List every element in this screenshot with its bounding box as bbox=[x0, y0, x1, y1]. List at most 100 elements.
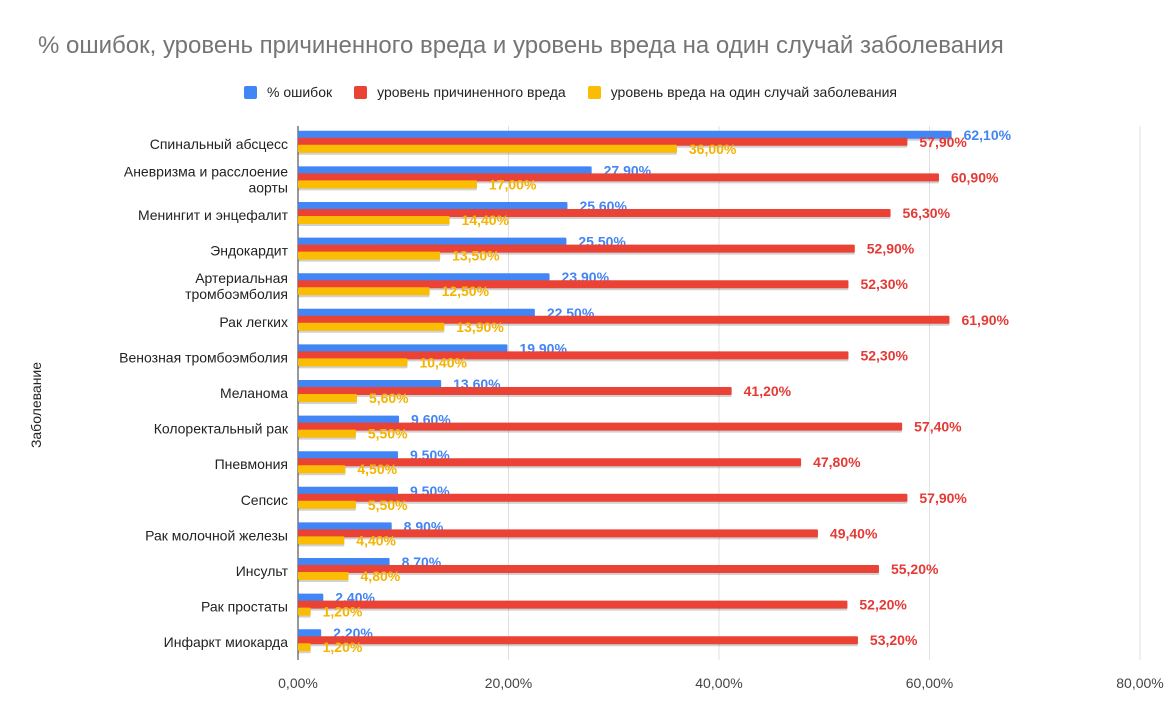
bar bbox=[298, 593, 324, 602]
data-label: 52,20% bbox=[859, 597, 907, 613]
category-label-line: Артериальная bbox=[195, 270, 288, 286]
category-label: Пневмония bbox=[215, 456, 288, 472]
category-label-line: Меланома bbox=[220, 385, 288, 401]
bar bbox=[298, 251, 441, 260]
bar bbox=[298, 344, 508, 353]
legend-item-errors: % ошибок bbox=[244, 84, 332, 100]
data-label: 60,90% bbox=[951, 169, 999, 185]
category-label-line: Рак простаты bbox=[201, 599, 288, 615]
data-label: 57,40% bbox=[914, 419, 962, 435]
bar bbox=[298, 522, 392, 531]
data-label: 47,80% bbox=[813, 454, 861, 470]
category-label-line: Рак легких bbox=[219, 314, 288, 330]
bar bbox=[298, 643, 311, 652]
category-label-line: Колоректальный рак bbox=[154, 421, 289, 437]
category-label: Эндокардит bbox=[210, 243, 288, 259]
data-label: 4,40% bbox=[356, 532, 396, 548]
bar bbox=[298, 351, 849, 360]
x-tick-label: 60,00% bbox=[906, 675, 953, 691]
category-label-line: аорты bbox=[248, 179, 288, 195]
category-label: Инфаркт миокарда bbox=[164, 634, 289, 650]
bar bbox=[298, 565, 879, 573]
bar bbox=[298, 358, 408, 367]
data-label: 62,10% bbox=[964, 127, 1012, 143]
bar bbox=[298, 394, 357, 402]
data-label: 1,20% bbox=[323, 604, 363, 620]
legend-swatch-harm-per-case bbox=[587, 85, 601, 99]
category-label-line: Эндокардит bbox=[210, 243, 288, 259]
category-label-line: Спинальный абсцесс bbox=[150, 136, 288, 152]
bar bbox=[298, 315, 950, 324]
category-label: Меланома bbox=[220, 385, 288, 401]
data-label: 36,00% bbox=[689, 141, 737, 157]
bar bbox=[298, 322, 445, 331]
legend-swatch-harm bbox=[354, 85, 368, 99]
bar bbox=[298, 380, 442, 388]
data-label: 52,30% bbox=[860, 347, 908, 363]
bar bbox=[298, 180, 477, 189]
x-tick-label: 80,00% bbox=[1116, 675, 1163, 691]
data-label: 52,30% bbox=[860, 276, 908, 292]
data-label: 52,90% bbox=[867, 241, 915, 257]
category-label: Менингит и энцефалит bbox=[138, 207, 289, 223]
category-label-line: Пневмония bbox=[215, 456, 288, 472]
data-label: 5,50% bbox=[368, 497, 408, 513]
bar bbox=[298, 137, 908, 146]
bar bbox=[298, 451, 398, 460]
data-label: 56,30% bbox=[903, 205, 951, 221]
category-label-line: Менингит и энцефалит bbox=[138, 207, 289, 223]
bar bbox=[298, 130, 952, 139]
category-label: Артериальная тромбоэмболия bbox=[185, 270, 288, 302]
bar bbox=[298, 415, 400, 424]
legend-swatch-errors bbox=[244, 85, 257, 99]
bar bbox=[298, 422, 903, 431]
bar bbox=[298, 465, 346, 474]
legend-label-harm-per-case: уровень вреда на один случай заболевания bbox=[610, 84, 897, 100]
data-label: 5,60% bbox=[369, 390, 409, 406]
category-label: Инсульт bbox=[236, 563, 289, 579]
category-label: Рак простаты bbox=[201, 599, 288, 615]
bar bbox=[298, 629, 322, 638]
category-label: Аневризма и расслоение аорты bbox=[124, 163, 288, 195]
bar bbox=[298, 308, 535, 317]
bar bbox=[298, 636, 858, 645]
category-label: Спинальный абсцесс bbox=[150, 136, 288, 152]
legend-label-errors: % ошибок bbox=[267, 84, 333, 100]
data-label: 14,40% bbox=[462, 212, 510, 228]
data-label: 12,50% bbox=[442, 283, 490, 299]
bar bbox=[298, 287, 430, 296]
bar bbox=[298, 237, 567, 246]
bar bbox=[298, 536, 345, 545]
data-label: 41,20% bbox=[744, 383, 792, 399]
data-label: 53,20% bbox=[870, 632, 918, 648]
bar bbox=[298, 209, 891, 217]
bar bbox=[298, 600, 848, 609]
bar bbox=[298, 572, 349, 580]
category-label-line: Рак молочной железы bbox=[145, 527, 288, 543]
data-label: 13,90% bbox=[456, 319, 504, 335]
bar bbox=[298, 387, 732, 395]
bar bbox=[298, 273, 550, 282]
chart-legend: % ошибок уровень причиненного вреда уров… bbox=[244, 82, 919, 102]
bar bbox=[298, 529, 818, 538]
category-label: Сепсис bbox=[241, 492, 288, 508]
bar bbox=[298, 458, 802, 467]
data-label: 17,00% bbox=[489, 176, 537, 192]
category-label-line: Венозная тромбоэмболия bbox=[119, 349, 288, 365]
category-label-line: тромбоэмболия bbox=[185, 286, 288, 302]
bar bbox=[298, 216, 450, 224]
category-label-line: Инфаркт миокарда bbox=[164, 634, 289, 650]
category-label: Венозная тромбоэмболия bbox=[119, 349, 288, 365]
bar bbox=[298, 280, 849, 289]
category-label: Рак легких bbox=[219, 314, 288, 330]
legend-item-harm-per-case: уровень вреда на один случай заболевания bbox=[587, 84, 897, 100]
data-label: 5,50% bbox=[368, 426, 408, 442]
bar bbox=[298, 429, 356, 438]
category-label: Колоректальный рак bbox=[154, 421, 289, 437]
legend-label-harm: уровень причиненного вреда bbox=[377, 84, 566, 100]
bar bbox=[298, 607, 311, 616]
data-label: 4,50% bbox=[357, 461, 397, 477]
bar bbox=[298, 173, 939, 182]
data-label: 4,80% bbox=[361, 568, 401, 584]
chart-title: % ошибок, уровень причиненного вреда и у… bbox=[38, 32, 1004, 59]
